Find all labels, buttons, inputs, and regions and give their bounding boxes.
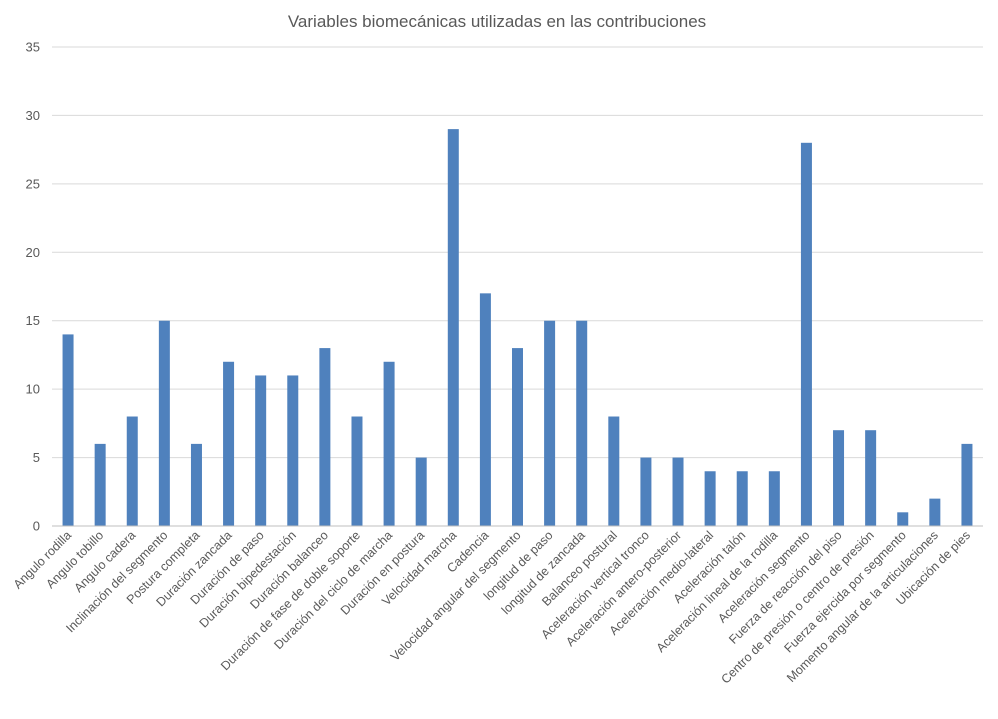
bar-22: [736, 471, 748, 526]
y-tick-label: 30: [26, 108, 40, 123]
y-tick-label: 25: [26, 176, 40, 191]
bar-6: [223, 361, 235, 526]
bar-17: [576, 320, 588, 526]
bar-27: [897, 512, 909, 526]
bar-5: [190, 443, 202, 526]
bar-15: [512, 348, 523, 526]
y-tick-label: 5: [33, 450, 40, 465]
bar-9: [319, 348, 331, 526]
bar-13: [447, 129, 459, 526]
bar-12: [415, 457, 427, 526]
bar-20: [672, 457, 684, 526]
bar-18: [608, 416, 620, 526]
y-tick-label: 15: [26, 313, 40, 328]
bars: [62, 129, 973, 527]
y-tick-label: 10: [26, 382, 40, 397]
bar-19: [640, 457, 652, 526]
bar-4: [158, 320, 170, 526]
bar-21: [704, 471, 716, 526]
y-tick-label: 20: [26, 245, 40, 260]
bar-2: [94, 443, 106, 526]
bar-10: [351, 416, 363, 526]
y-axis-ticks: 0 5 10 15 20 25 30 35: [26, 40, 40, 534]
bar-14: [479, 293, 491, 526]
bar-26: [865, 430, 877, 526]
bar-1: [62, 334, 74, 526]
bar-23: [768, 471, 780, 526]
bar-3: [126, 416, 138, 526]
bar-24: [800, 142, 812, 527]
bar-28: [929, 498, 941, 526]
bar-16: [544, 320, 556, 526]
bar-11: [383, 361, 395, 526]
y-tick-label: 0: [33, 519, 40, 534]
bar-25: [833, 430, 845, 526]
gridlines: [52, 46, 983, 459]
bar-7: [255, 375, 267, 526]
bar-29: [961, 443, 973, 526]
y-tick-label: 35: [26, 40, 40, 55]
bar-8: [287, 375, 299, 526]
chart-title: Variables biomecánicas utilizadas en las…: [288, 12, 706, 31]
